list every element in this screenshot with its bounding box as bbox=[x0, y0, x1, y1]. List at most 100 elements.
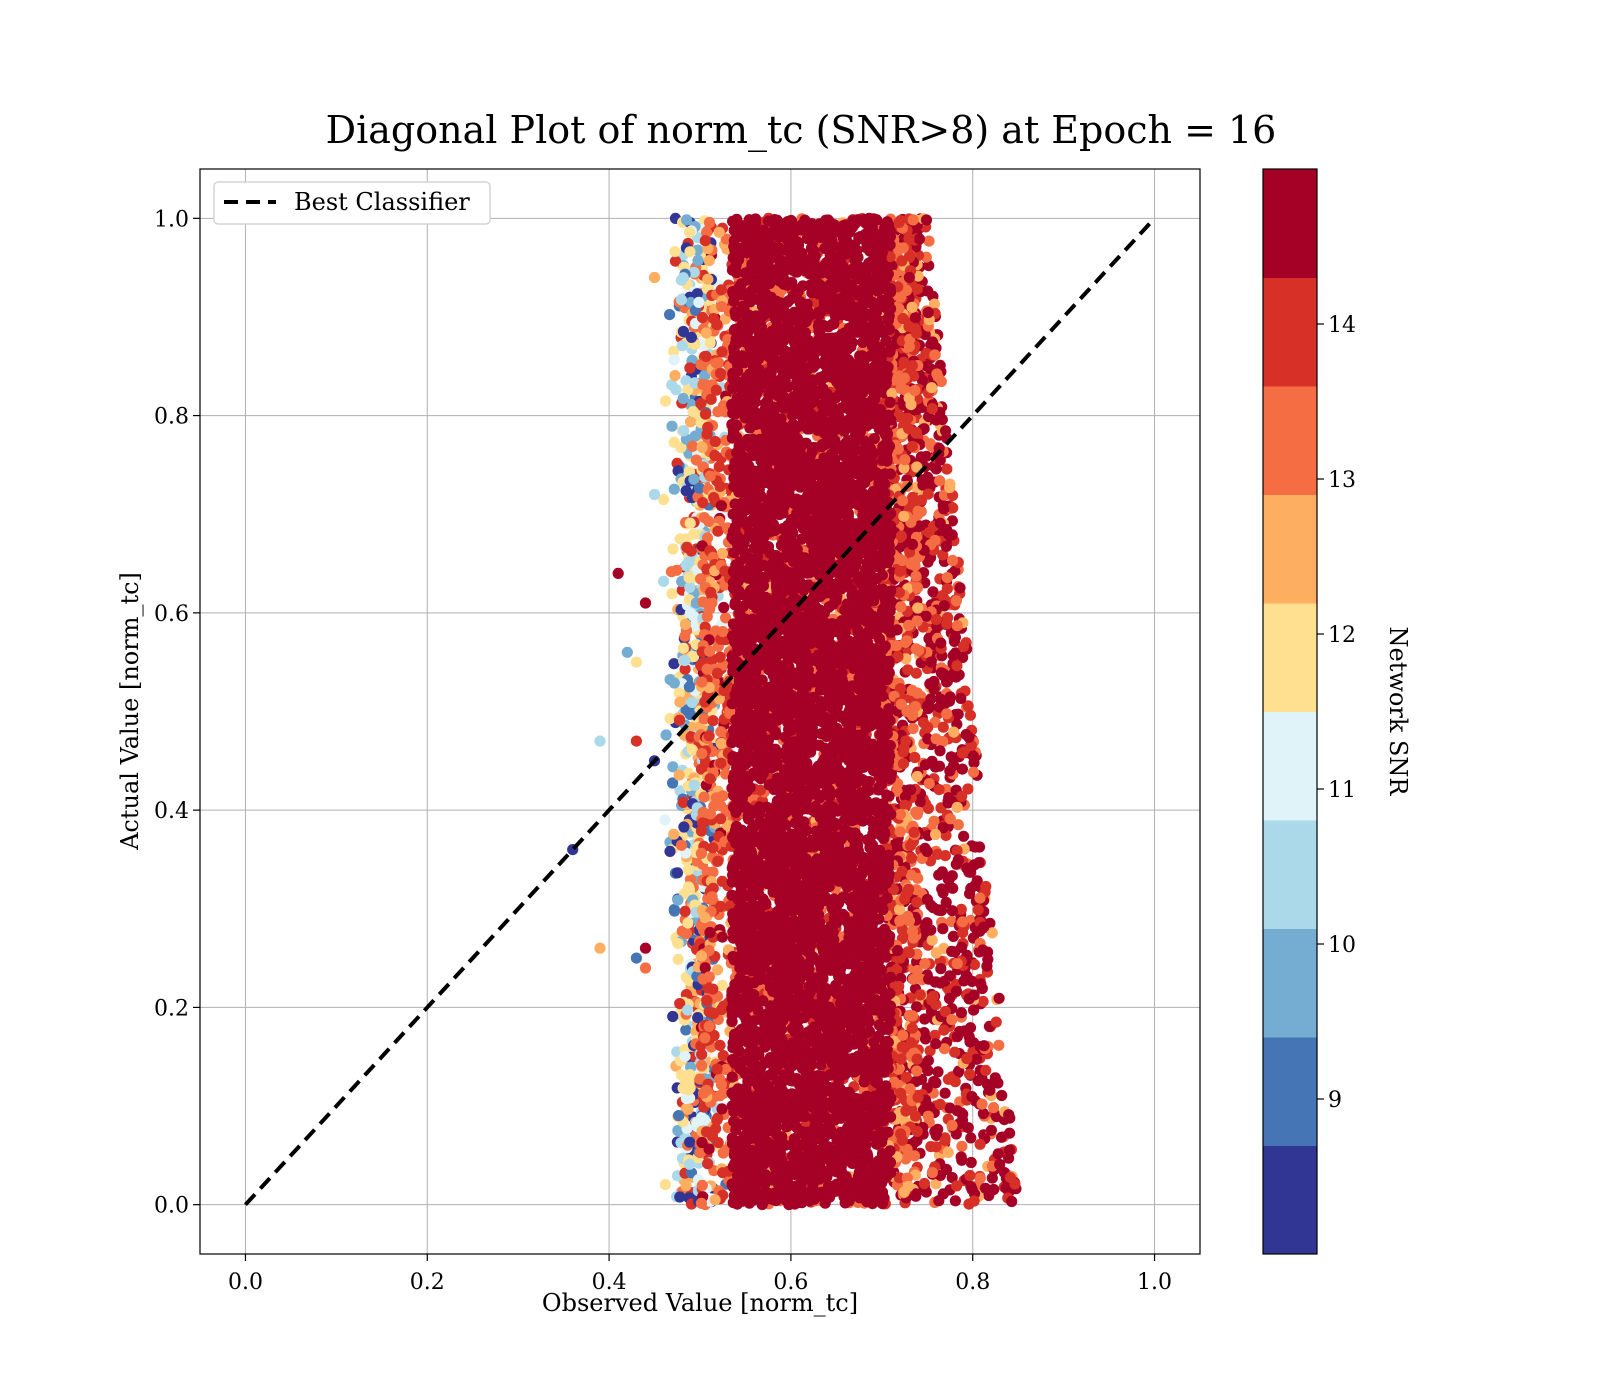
scatter-point bbox=[954, 582, 966, 594]
scatter-point bbox=[703, 1006, 715, 1018]
scatter-point bbox=[946, 905, 958, 917]
scatter-point bbox=[978, 1040, 990, 1052]
scatter-point bbox=[932, 1066, 944, 1078]
scatter-point bbox=[950, 671, 962, 683]
scatter-point bbox=[697, 497, 709, 509]
scatter-point bbox=[1003, 1109, 1015, 1121]
scatter-point bbox=[683, 226, 696, 238]
scatter-point bbox=[944, 765, 956, 777]
scatter-point bbox=[897, 758, 910, 770]
scatter-point bbox=[672, 1124, 684, 1137]
scatter-point bbox=[993, 992, 1005, 1004]
scatter-point bbox=[679, 663, 691, 675]
scatter-point bbox=[677, 1082, 689, 1094]
scatter-point bbox=[712, 855, 724, 867]
scatter-point bbox=[964, 1169, 976, 1182]
scatter-point bbox=[988, 1183, 1000, 1196]
scatter-point bbox=[684, 517, 696, 529]
scatter-point bbox=[718, 601, 730, 614]
scatter-point bbox=[928, 683, 940, 695]
scatter-point bbox=[683, 572, 695, 584]
scatter-point bbox=[669, 370, 681, 382]
scatter-point bbox=[667, 777, 679, 789]
scatter-point bbox=[684, 581, 696, 593]
scatter-point bbox=[951, 1180, 963, 1192]
scatter-point bbox=[688, 528, 700, 540]
scatter-point bbox=[951, 958, 963, 970]
scatter-point bbox=[926, 1167, 939, 1179]
scatter-point bbox=[903, 915, 916, 927]
scatter-point bbox=[680, 485, 692, 497]
scatter-point bbox=[915, 451, 927, 463]
scatter-point bbox=[955, 1107, 967, 1119]
scatter-point bbox=[684, 362, 696, 374]
scatter-point bbox=[916, 1073, 928, 1085]
scatter-point bbox=[978, 921, 990, 933]
scatter-point bbox=[911, 1125, 923, 1137]
scatter-point bbox=[709, 1194, 721, 1206]
scatter-point bbox=[990, 1016, 1002, 1028]
scatter-point bbox=[901, 887, 913, 899]
scatter-point bbox=[958, 975, 970, 987]
scatter-point bbox=[956, 941, 968, 954]
scatter-point bbox=[699, 408, 712, 420]
scatter-point bbox=[700, 1126, 713, 1138]
scatter-point bbox=[965, 1156, 977, 1169]
scatter-point bbox=[688, 266, 700, 278]
scatter-point bbox=[905, 869, 917, 881]
scatter-point bbox=[913, 644, 925, 657]
scatter-point bbox=[698, 791, 710, 803]
scatter-point bbox=[952, 819, 964, 831]
scatter-point bbox=[712, 525, 724, 537]
scatter-point bbox=[895, 1087, 907, 1099]
scatter-point bbox=[934, 475, 946, 487]
scatter-point bbox=[692, 254, 704, 267]
scatter-point bbox=[684, 416, 697, 428]
scatter-point bbox=[937, 923, 949, 935]
scatter-point bbox=[937, 549, 949, 561]
scatter-point bbox=[972, 1075, 985, 1087]
scatter-point bbox=[668, 436, 680, 448]
scatter-point bbox=[668, 905, 681, 917]
scatter-point bbox=[922, 285, 934, 297]
scatter-point bbox=[964, 1068, 976, 1080]
scatter-point bbox=[677, 272, 689, 284]
scatter-point bbox=[897, 1029, 909, 1041]
scatter-point bbox=[664, 845, 676, 858]
scatter-point bbox=[709, 449, 721, 462]
scatter-point bbox=[696, 1059, 708, 1071]
scatter-point bbox=[675, 294, 688, 306]
scatter-point bbox=[911, 770, 923, 783]
scatter-point bbox=[677, 392, 689, 405]
scatter-point bbox=[667, 761, 679, 773]
scatter-point bbox=[900, 1105, 912, 1117]
scatter-point bbox=[658, 575, 670, 587]
scatter-point bbox=[946, 1014, 958, 1026]
scatter-point bbox=[918, 1177, 931, 1190]
scatter-point bbox=[947, 930, 960, 943]
scatter-point bbox=[928, 815, 940, 827]
scatter-point bbox=[992, 1148, 1004, 1160]
scatter-point bbox=[950, 647, 962, 659]
scatter-point bbox=[911, 283, 923, 295]
scatter-point bbox=[944, 970, 956, 982]
scatter-point bbox=[937, 721, 949, 733]
scatter-point bbox=[668, 483, 680, 495]
scatter-point bbox=[937, 822, 949, 834]
scatter-point bbox=[1004, 1172, 1017, 1184]
scatter-point bbox=[968, 1195, 980, 1207]
scatter-point bbox=[945, 751, 957, 763]
scatter-point bbox=[937, 668, 950, 680]
scatter-point bbox=[704, 337, 716, 349]
scatter-point bbox=[926, 755, 938, 767]
scatter-point bbox=[674, 533, 686, 545]
scatter-point bbox=[714, 480, 726, 492]
scatter-point bbox=[699, 1032, 711, 1044]
scatter-point bbox=[911, 808, 923, 821]
scatter-point bbox=[966, 975, 978, 988]
scatter-point bbox=[949, 631, 962, 643]
scatter-point bbox=[939, 697, 951, 710]
scatter-point bbox=[936, 414, 948, 426]
scatter-point bbox=[964, 709, 977, 721]
